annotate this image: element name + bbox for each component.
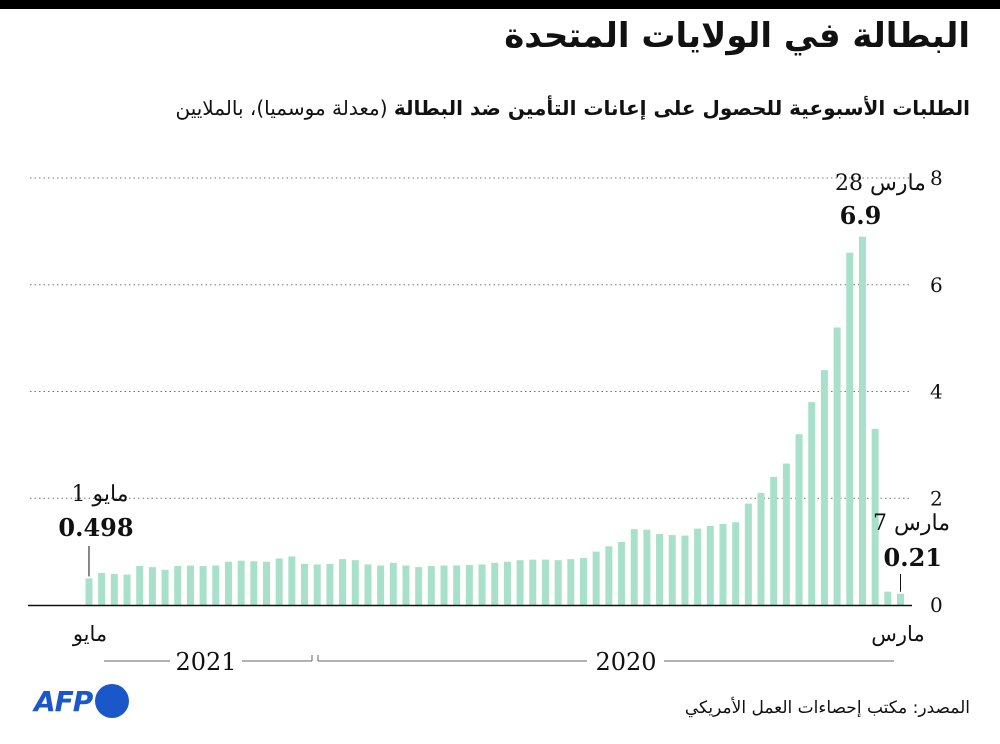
- bar: [136, 566, 144, 605]
- peak-date-label: 28 مارس: [835, 171, 926, 196]
- bar: [554, 560, 562, 605]
- afp-logo-text: AFP: [34, 684, 93, 718]
- bar: [275, 558, 283, 605]
- y-tick-label: 2: [930, 486, 943, 510]
- bar: [427, 566, 435, 605]
- bar: [580, 558, 587, 605]
- year-label-2021: 2021: [175, 648, 236, 676]
- bar: [161, 569, 169, 605]
- bar: [186, 565, 194, 605]
- chart-subtitle: الطلبات الأسبوعية للحصول على إعانات التأ…: [175, 96, 970, 120]
- bar: [592, 551, 600, 606]
- bar: [288, 556, 296, 605]
- bar: [224, 561, 232, 605]
- bar: [263, 561, 270, 605]
- start-value-label: 0.21: [884, 543, 942, 572]
- bar: [656, 534, 664, 605]
- bar: [884, 591, 892, 605]
- bar: [326, 563, 334, 605]
- bar: [681, 535, 689, 605]
- bar: [465, 564, 473, 605]
- bar: [871, 428, 879, 605]
- bar: [351, 560, 359, 605]
- bar: [605, 546, 613, 605]
- bar: [833, 327, 841, 605]
- afp-logo: AFP: [34, 684, 130, 718]
- peak-value-label: 6.9: [840, 201, 882, 230]
- bar: [478, 564, 486, 605]
- bar: [174, 566, 182, 605]
- bar: [732, 522, 740, 605]
- latest-date-label: 1 مايو: [72, 482, 129, 507]
- bar: [85, 578, 93, 605]
- x-tick-label-may: مايو: [72, 622, 107, 647]
- y-tick-label: 8: [930, 166, 943, 190]
- subtitle-units: (معدلة موسميا)، بالملايين: [175, 96, 394, 120]
- bar: [377, 565, 385, 605]
- bar: [123, 574, 131, 605]
- bar: [846, 252, 854, 606]
- start-date-label: 7 مارس: [873, 511, 950, 536]
- y-tick-label: 0: [930, 593, 943, 617]
- bar: [453, 565, 461, 605]
- bar: [795, 434, 803, 605]
- bar: [529, 559, 537, 605]
- year-label-2020: 2020: [595, 648, 656, 676]
- bar: [212, 565, 220, 605]
- bar: [148, 567, 156, 605]
- afp-logo-dot-icon: [95, 684, 130, 718]
- bar: [567, 559, 575, 605]
- bar: [808, 402, 816, 605]
- bar: [719, 523, 727, 605]
- bar: [250, 561, 258, 605]
- bar: [770, 476, 778, 605]
- bar: [782, 463, 790, 605]
- bar: [237, 560, 245, 605]
- bar: [630, 529, 638, 605]
- bar: [744, 503, 752, 605]
- bar: [415, 567, 423, 605]
- source-note: المصدر: مكتب إحصاءات العمل الأمريكي: [684, 698, 970, 718]
- y-tick-label: 6: [930, 273, 943, 297]
- bar: [820, 370, 828, 605]
- bar: [313, 564, 321, 605]
- bar: [897, 593, 904, 605]
- bar: [668, 535, 676, 605]
- bar: [364, 564, 372, 605]
- bar: [98, 572, 106, 605]
- top-rule: [0, 0, 1000, 9]
- bar: [491, 562, 499, 605]
- bar: [541, 559, 549, 605]
- bar: [389, 562, 397, 605]
- page-title: البطالة في الولايات المتحدة: [504, 16, 970, 56]
- latest-value-label: 0.498: [58, 513, 133, 542]
- bar: [110, 574, 118, 605]
- x-tick-label-march: مارس: [871, 622, 924, 647]
- y-tick-label: 4: [930, 380, 943, 404]
- bar: [694, 528, 702, 605]
- bar: [643, 529, 651, 605]
- bar: [339, 559, 347, 605]
- subtitle-bold: الطلبات الأسبوعية للحصول على إعانات التأ…: [393, 96, 970, 120]
- bar: [858, 236, 866, 605]
- bar: [757, 492, 765, 605]
- bar: [402, 565, 410, 605]
- bar: [503, 561, 511, 605]
- bar: [618, 542, 626, 605]
- bar: [516, 560, 524, 605]
- bar: [706, 526, 714, 605]
- bar: [199, 566, 207, 605]
- bar: [301, 563, 309, 605]
- bar: [440, 565, 448, 605]
